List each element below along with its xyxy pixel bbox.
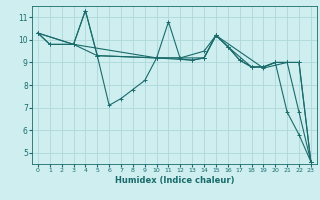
X-axis label: Humidex (Indice chaleur): Humidex (Indice chaleur) [115, 176, 234, 185]
